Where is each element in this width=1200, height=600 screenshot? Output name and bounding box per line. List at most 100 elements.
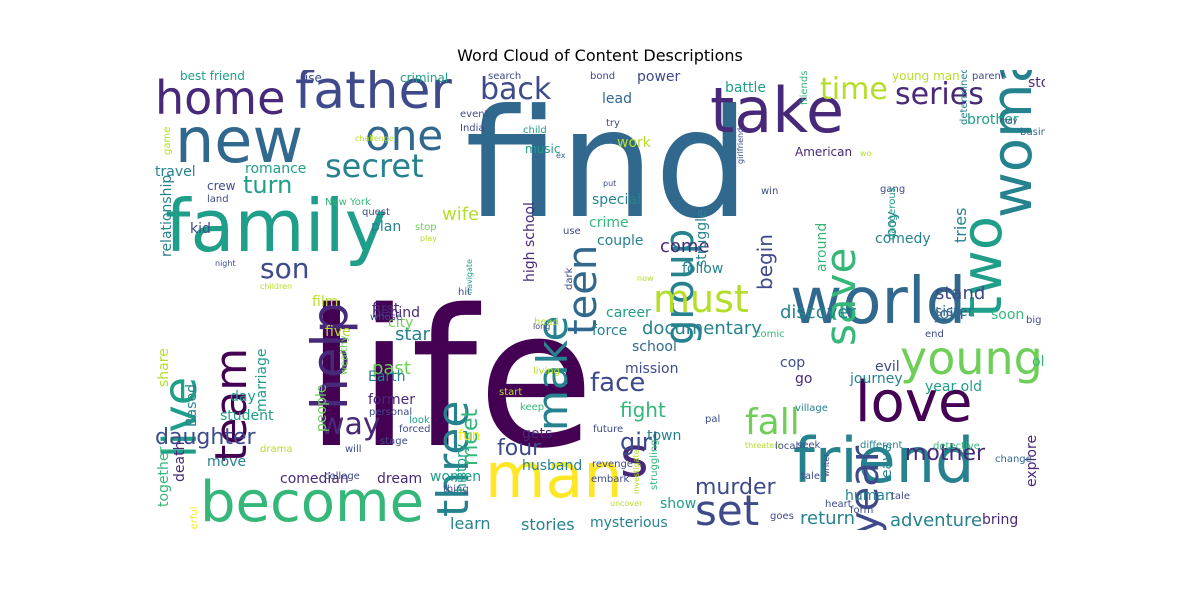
word-different: different xyxy=(860,440,903,451)
word-fun: fun xyxy=(458,428,481,444)
word-gets: gets xyxy=(522,426,553,442)
word-dangerous: dangerous xyxy=(887,187,898,240)
word-begin: begin xyxy=(753,234,777,290)
word-business: business xyxy=(1020,127,1045,138)
word-couple: couple xyxy=(597,233,644,249)
word-college: college xyxy=(324,471,360,482)
word-mission: mission xyxy=(625,361,679,377)
word-power: power xyxy=(637,70,681,85)
word-kid: kid xyxy=(190,221,211,237)
word-plan: plan xyxy=(371,219,402,235)
word-man: man xyxy=(485,439,623,512)
word-rise: rise xyxy=(300,71,322,85)
word-move: move xyxy=(207,454,247,470)
word-set: set xyxy=(695,486,760,531)
word-film: film xyxy=(312,294,339,310)
word-village: village xyxy=(795,403,828,414)
word-bond: bond xyxy=(590,71,616,82)
word-uncover: uncover xyxy=(610,499,643,508)
word-behind: behind xyxy=(372,305,421,321)
word-travel: travel xyxy=(155,164,196,180)
word-struggle: struggle xyxy=(694,209,710,267)
word-big: big xyxy=(1026,315,1042,326)
word-marriage: marriage xyxy=(254,348,270,412)
word-former: former xyxy=(368,392,416,408)
word-parent: parent xyxy=(972,71,1005,82)
word-event: event xyxy=(460,109,489,120)
word-stop: stop xyxy=(415,222,437,233)
word-young-man: young man xyxy=(892,70,960,83)
word-soon: soon xyxy=(991,307,1025,323)
word-powerful: powerful xyxy=(189,506,200,530)
word-take: take xyxy=(710,74,845,147)
word-evil: evil xyxy=(875,359,900,375)
word-put: put xyxy=(603,179,617,188)
word-girl: girl xyxy=(620,428,659,456)
word-friend: friend xyxy=(793,424,975,497)
word-death: death xyxy=(172,441,188,482)
word-people: people xyxy=(314,384,330,432)
word-crime: crime xyxy=(589,215,629,231)
word-seek: seek xyxy=(797,440,821,451)
word-discover: discover xyxy=(780,302,856,323)
word-friendship: friendship xyxy=(799,70,810,105)
word-young: young xyxy=(900,331,1043,385)
word-first: first xyxy=(372,301,400,317)
word-whose: whose xyxy=(370,312,402,323)
word-fight: fight xyxy=(620,398,666,422)
word-comic: comic xyxy=(755,329,785,340)
word-local: local xyxy=(775,441,799,452)
word-world: world xyxy=(790,265,967,339)
word-women: women xyxy=(430,469,482,485)
word-new-york: New York xyxy=(325,197,371,208)
word-city: city xyxy=(388,315,414,331)
word-tale: tale xyxy=(891,491,910,502)
word-form: form xyxy=(850,505,874,516)
word-living: living xyxy=(533,366,560,377)
word-threaten: threaten xyxy=(745,441,780,450)
word-documentary: documentary xyxy=(642,318,762,339)
word-game: game xyxy=(162,126,173,155)
word-s: s xyxy=(620,425,649,489)
word-cop: cop xyxy=(780,355,806,371)
word-thing: thing xyxy=(443,484,469,495)
word-journey: journey xyxy=(850,371,903,387)
word-search: search xyxy=(488,71,522,82)
word-sister: sister xyxy=(935,304,974,320)
word-child: child xyxy=(523,125,547,136)
word-land: land xyxy=(207,194,229,205)
word-investigate: investigate xyxy=(632,449,641,494)
word-learn: learn xyxy=(450,514,491,531)
word-may: may xyxy=(1000,116,1018,125)
word-forced: forced xyxy=(399,424,431,435)
word-find: find xyxy=(465,78,750,252)
word-work: work xyxy=(617,135,651,151)
word-together: together xyxy=(156,446,172,507)
word-look: look xyxy=(409,415,430,426)
word-stand: stand xyxy=(935,283,986,304)
word-become: become xyxy=(200,470,425,531)
word-follow: follow xyxy=(682,261,724,277)
word-girlfriend: girlfriend xyxy=(736,127,745,164)
word-father: father xyxy=(295,70,452,121)
word-way: way xyxy=(320,407,381,442)
word-star: star xyxy=(395,324,430,345)
word-join: join xyxy=(935,304,964,323)
word-keep: keep xyxy=(520,402,545,413)
word-lead: lead xyxy=(602,91,632,107)
word-story: story xyxy=(1028,75,1045,91)
word-four: four xyxy=(497,436,542,461)
word-brother: brother xyxy=(967,112,1019,128)
word-detective: detective xyxy=(933,441,980,452)
word-wealthy: wealthy xyxy=(339,335,350,375)
word-romance: romance xyxy=(245,161,307,177)
word-india: India xyxy=(460,123,485,134)
word-stage: stage xyxy=(380,436,408,447)
word-now: now xyxy=(637,274,654,283)
word-gang: gang xyxy=(880,184,906,195)
word-battle: battle xyxy=(725,80,766,96)
word-start: start xyxy=(499,387,523,398)
word-back: back xyxy=(480,72,552,107)
word-pal: pal xyxy=(705,414,721,425)
word-mother: mother xyxy=(905,441,986,466)
